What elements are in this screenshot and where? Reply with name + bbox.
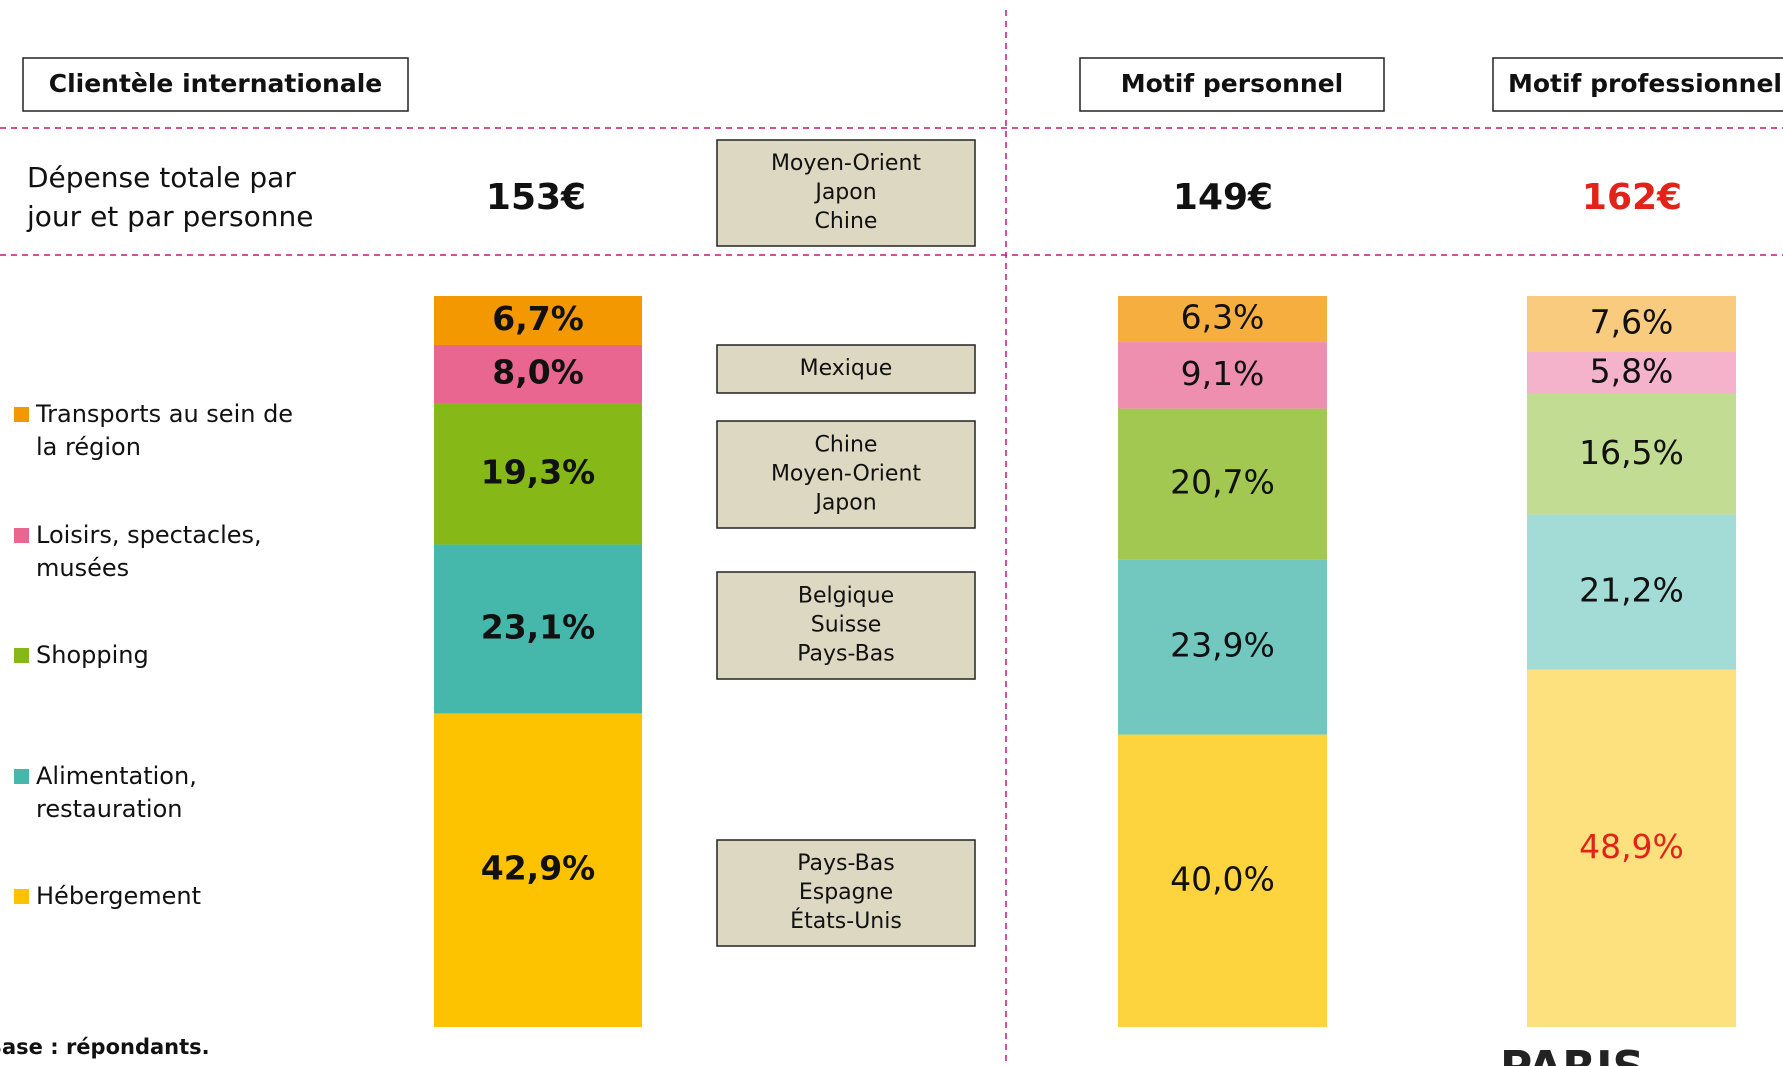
bar-segment	[434, 296, 642, 345]
total-label: 149€	[1173, 177, 1273, 218]
annotation-text: États-Unis	[790, 908, 902, 934]
legend-label: Loisirs, spectacles, musées	[36, 521, 262, 582]
annotation-text: Japon	[813, 491, 876, 516]
value-label: 9,1%	[1181, 354, 1265, 393]
annotation-text: Moyen-Orient	[771, 151, 921, 176]
bar-segment	[1118, 559, 1327, 735]
annotation-box	[716, 420, 976, 529]
legend-swatch	[14, 889, 29, 904]
legend-swatch	[14, 407, 29, 422]
bar-segment	[434, 403, 642, 545]
footnote: Base : répondants.	[0, 1035, 210, 1059]
value-label: 40,0%	[1170, 859, 1275, 898]
annotation-box	[716, 139, 976, 247]
value-label: 20,7%	[1170, 463, 1275, 502]
annotation-text: Suisse	[811, 613, 881, 638]
bar-segment	[1118, 342, 1327, 409]
total-label: 162€	[1582, 177, 1682, 218]
annotation-box	[716, 571, 976, 680]
annotation-text: Chine	[815, 433, 878, 458]
bar-segment	[434, 344, 642, 404]
bar-segment	[1527, 296, 1736, 352]
header-box	[22, 57, 409, 112]
annotation-text: Moyen-Orient	[771, 462, 921, 487]
header-label: Clientèle internationale	[49, 69, 383, 98]
annotation-text: Mexique	[800, 356, 893, 381]
value-label: 16,5%	[1579, 433, 1684, 472]
value-label: 6,3%	[1181, 298, 1265, 337]
legend-label: Alimentation, restauration	[36, 762, 197, 823]
legend-label: Transports au sein de la région	[36, 400, 294, 461]
value-label: 19,3%	[481, 452, 596, 491]
annotation-text: Belgique	[798, 584, 894, 609]
annotation-box	[716, 344, 976, 394]
header-box	[1079, 57, 1385, 112]
annotation-text: Pays-Bas	[797, 642, 894, 667]
annotation-box	[716, 839, 976, 947]
value-label: 42,9%	[481, 849, 596, 888]
bar-segment	[1527, 393, 1736, 515]
legend-swatch	[14, 769, 29, 784]
logo: PARIS	[1500, 1042, 1644, 1066]
bar-segment	[434, 544, 642, 714]
bar-segment	[1118, 408, 1327, 560]
header-box	[1492, 57, 1783, 112]
value-label: 8,0%	[492, 353, 584, 392]
legend-label: Shopping	[36, 641, 149, 669]
bar-segment	[1527, 514, 1736, 670]
annotation-text: Chine	[815, 209, 878, 234]
value-label: 23,9%	[1170, 626, 1275, 665]
value-label: 48,9%	[1579, 827, 1684, 866]
legend-label: Hébergement	[36, 882, 202, 910]
bar-segment	[434, 713, 642, 1027]
annotation-text: Espagne	[799, 880, 893, 905]
total-label: 153€	[486, 177, 586, 218]
value-label: 6,7%	[492, 299, 584, 338]
value-label: 7,6%	[1590, 302, 1674, 341]
bar-segment	[1118, 296, 1327, 343]
value-label: 21,2%	[1579, 571, 1684, 610]
value-label: 23,1%	[481, 607, 596, 646]
annotation-text: Japon	[813, 180, 876, 205]
row-label: Dépense totale par jour et par personne	[27, 161, 314, 233]
header-label: Motif professionnel	[1508, 69, 1782, 98]
legend-swatch	[14, 528, 29, 543]
legend-swatch	[14, 648, 29, 663]
bar-segment	[1527, 669, 1736, 1027]
bar-segment	[1118, 734, 1327, 1027]
bar-segment	[1527, 351, 1736, 394]
annotation-text: Pays-Bas	[797, 851, 894, 876]
value-label: 5,8%	[1590, 351, 1674, 390]
header-label: Motif personnel	[1121, 69, 1344, 98]
